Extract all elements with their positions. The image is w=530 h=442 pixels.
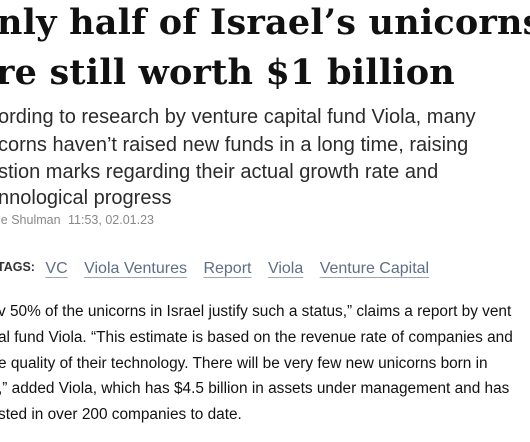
author-name[interactable]: ie Shulman (0, 213, 61, 227)
tag-link-vc[interactable]: VC (45, 260, 68, 277)
tag-link-venture-capital[interactable]: Venture Capital (319, 260, 430, 277)
tag-link-viola[interactable]: Viola (267, 260, 304, 277)
tags-row: TAGS: VC Viola Ventures Report Viola Ven… (0, 261, 441, 277)
body-line-4: ,” added Viola, which has $4.5 billion i… (0, 380, 510, 397)
publish-datetime: 11:53, 02.01.23 (68, 213, 154, 227)
headline-line-2: re still worth $1 billion (0, 52, 455, 93)
subheadline-line-1: ording to research by venture capital fu… (0, 106, 476, 128)
tags-label: TAGS: (0, 260, 35, 274)
subheadline-line-4: nnological progress (0, 187, 172, 209)
byline: ie Shulman 11:53, 02.01.23 (0, 214, 154, 227)
body-line-3: e quality of their technology. There wil… (0, 355, 488, 372)
subheadline-line-3: stion marks regarding their actual growt… (0, 161, 439, 183)
tag-link-viola-ventures[interactable]: Viola Ventures (84, 260, 187, 277)
headline-line-1: nly half of Israel’s unicorns (0, 2, 530, 43)
body-line-1: v 50% of the unicorns in Israel justify … (0, 303, 512, 320)
body-line-5: sted in over 200 companies to date. (0, 406, 242, 423)
subheadline-line-2: corns haven’t raised new funds in a long… (0, 134, 469, 156)
body-line-2: al fund Viola. “This estimate is based o… (0, 329, 513, 346)
tag-link-report[interactable]: Report (203, 260, 252, 277)
